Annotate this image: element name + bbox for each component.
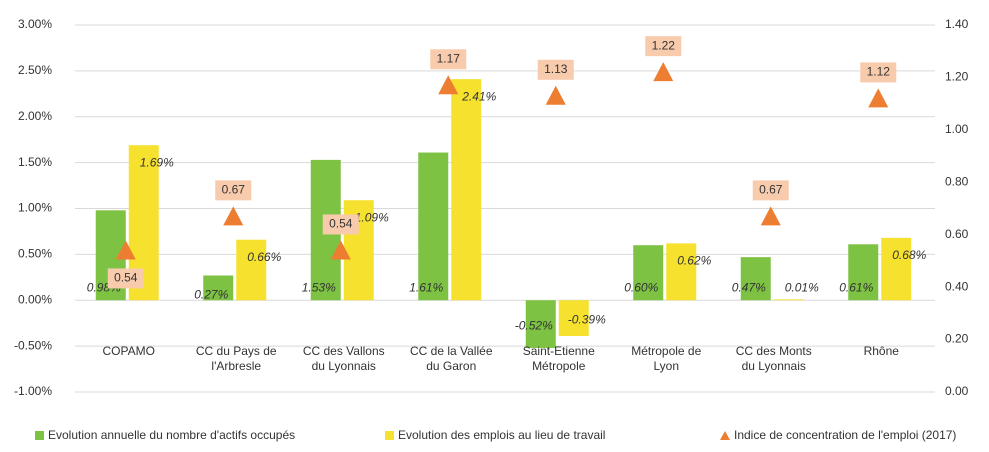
x-tick-label: CC de la Vallée du Garon (410, 344, 493, 373)
data-label: 0.60% (624, 280, 658, 294)
bar (451, 79, 482, 301)
triangle-marker (330, 240, 351, 260)
legend-swatch (35, 430, 44, 440)
bar (203, 275, 234, 301)
bar (740, 257, 771, 301)
data-label: -0.52% (515, 318, 553, 332)
data-label: 0.54 (329, 217, 353, 231)
y2-tick-label: 0.80 (945, 174, 969, 188)
triangle-marker (868, 88, 889, 108)
data-label: 1.09% (355, 210, 389, 224)
data-label: 2.41% (461, 89, 496, 103)
x-tick-label: Saint-Etienne Métropole (522, 344, 595, 373)
data-label: 0.01% (785, 280, 819, 294)
legend-swatch (385, 430, 394, 440)
data-label: 1.69% (140, 155, 174, 169)
triangle-marker (653, 62, 674, 82)
bar (848, 244, 879, 301)
bar (525, 300, 556, 348)
triangle-marker (223, 206, 244, 226)
y-tick-label: 2.00% (18, 109, 52, 123)
bar (633, 245, 664, 301)
data-label-box (322, 214, 359, 235)
data-label: 1.53% (302, 280, 336, 294)
legend-swatch (720, 430, 730, 440)
y-tick-label: 0.50% (18, 247, 52, 261)
data-label-box (645, 36, 682, 57)
legend-label: Evolution des emplois au lieu de travail (398, 428, 606, 442)
bar (418, 152, 449, 301)
data-label: 0.54 (114, 271, 138, 285)
data-label: 1.17 (437, 51, 461, 65)
legend-label: Evolution annuelle du nombre d'actifs oc… (48, 428, 296, 442)
triangle-marker (115, 240, 136, 260)
x-tick-label: Métropole de Lyon (631, 344, 702, 373)
data-label: 0.61% (839, 280, 873, 294)
x-tick-label: Rhône (863, 344, 899, 358)
triangle-marker (760, 206, 781, 226)
y2-tick-label: 0.20 (945, 332, 969, 346)
y2-tick-label: 0.60 (945, 227, 969, 241)
y2-tick-label: 1.20 (945, 70, 969, 84)
data-label-box (215, 180, 252, 201)
y-tick-label: 0.00% (18, 292, 52, 306)
data-label-box (107, 268, 144, 289)
bar (881, 237, 912, 301)
data-label: 1.61% (409, 280, 443, 294)
legend-item: Indice de concentration de l'emploi (201… (720, 428, 956, 442)
y-tick-label: 2.50% (18, 63, 52, 77)
y2-tick-label: 1.00 (945, 122, 969, 136)
data-label: 1.22 (652, 38, 676, 52)
data-label-box (537, 59, 574, 80)
data-label: 0.62% (677, 254, 711, 268)
bar (236, 239, 267, 301)
data-label: 1.13 (544, 62, 568, 76)
data-label: 0.68% (892, 248, 926, 262)
bar (558, 300, 589, 337)
data-label: 0.67 (759, 183, 783, 197)
y-tick-label: 1.00% (18, 201, 52, 215)
data-label-box (430, 49, 467, 70)
data-label-box (752, 180, 789, 201)
legend-item: Evolution annuelle du nombre d'actifs oc… (35, 428, 295, 442)
data-label: -0.39% (568, 312, 606, 326)
y2-tick-label: 0.00 (945, 384, 969, 398)
y-tick-label: -1.00% (14, 384, 52, 398)
triangle-marker (438, 75, 459, 95)
data-label: 1.12 (867, 65, 891, 79)
x-tick-label: CC des Vallons du Lyonnais (302, 344, 385, 373)
y-tick-label: -0.50% (14, 338, 52, 352)
data-label: 0.67 (222, 183, 246, 197)
data-label-box (860, 62, 897, 83)
bar (773, 299, 804, 301)
y-tick-label: 1.50% (18, 155, 52, 169)
data-label: 0.47% (732, 280, 766, 294)
bar (666, 243, 697, 301)
x-tick-label: CC du Pays de l'Arbresle (195, 344, 277, 373)
y2-tick-label: 0.40 (945, 279, 969, 293)
x-tick-label: CC des Monts du Lyonnais (735, 344, 812, 373)
x-tick-label: COPAMO (102, 344, 155, 358)
y2-tick-label: 1.40 (945, 17, 969, 31)
data-label: 0.66% (247, 250, 281, 264)
triangle-marker (545, 85, 566, 105)
legend-label: Indice de concentration de l'emploi (201… (734, 428, 957, 442)
y-tick-label: 3.00% (18, 17, 52, 31)
data-label: 0.27% (194, 288, 228, 302)
legend-item: Evolution des emplois au lieu de travail (385, 428, 605, 442)
